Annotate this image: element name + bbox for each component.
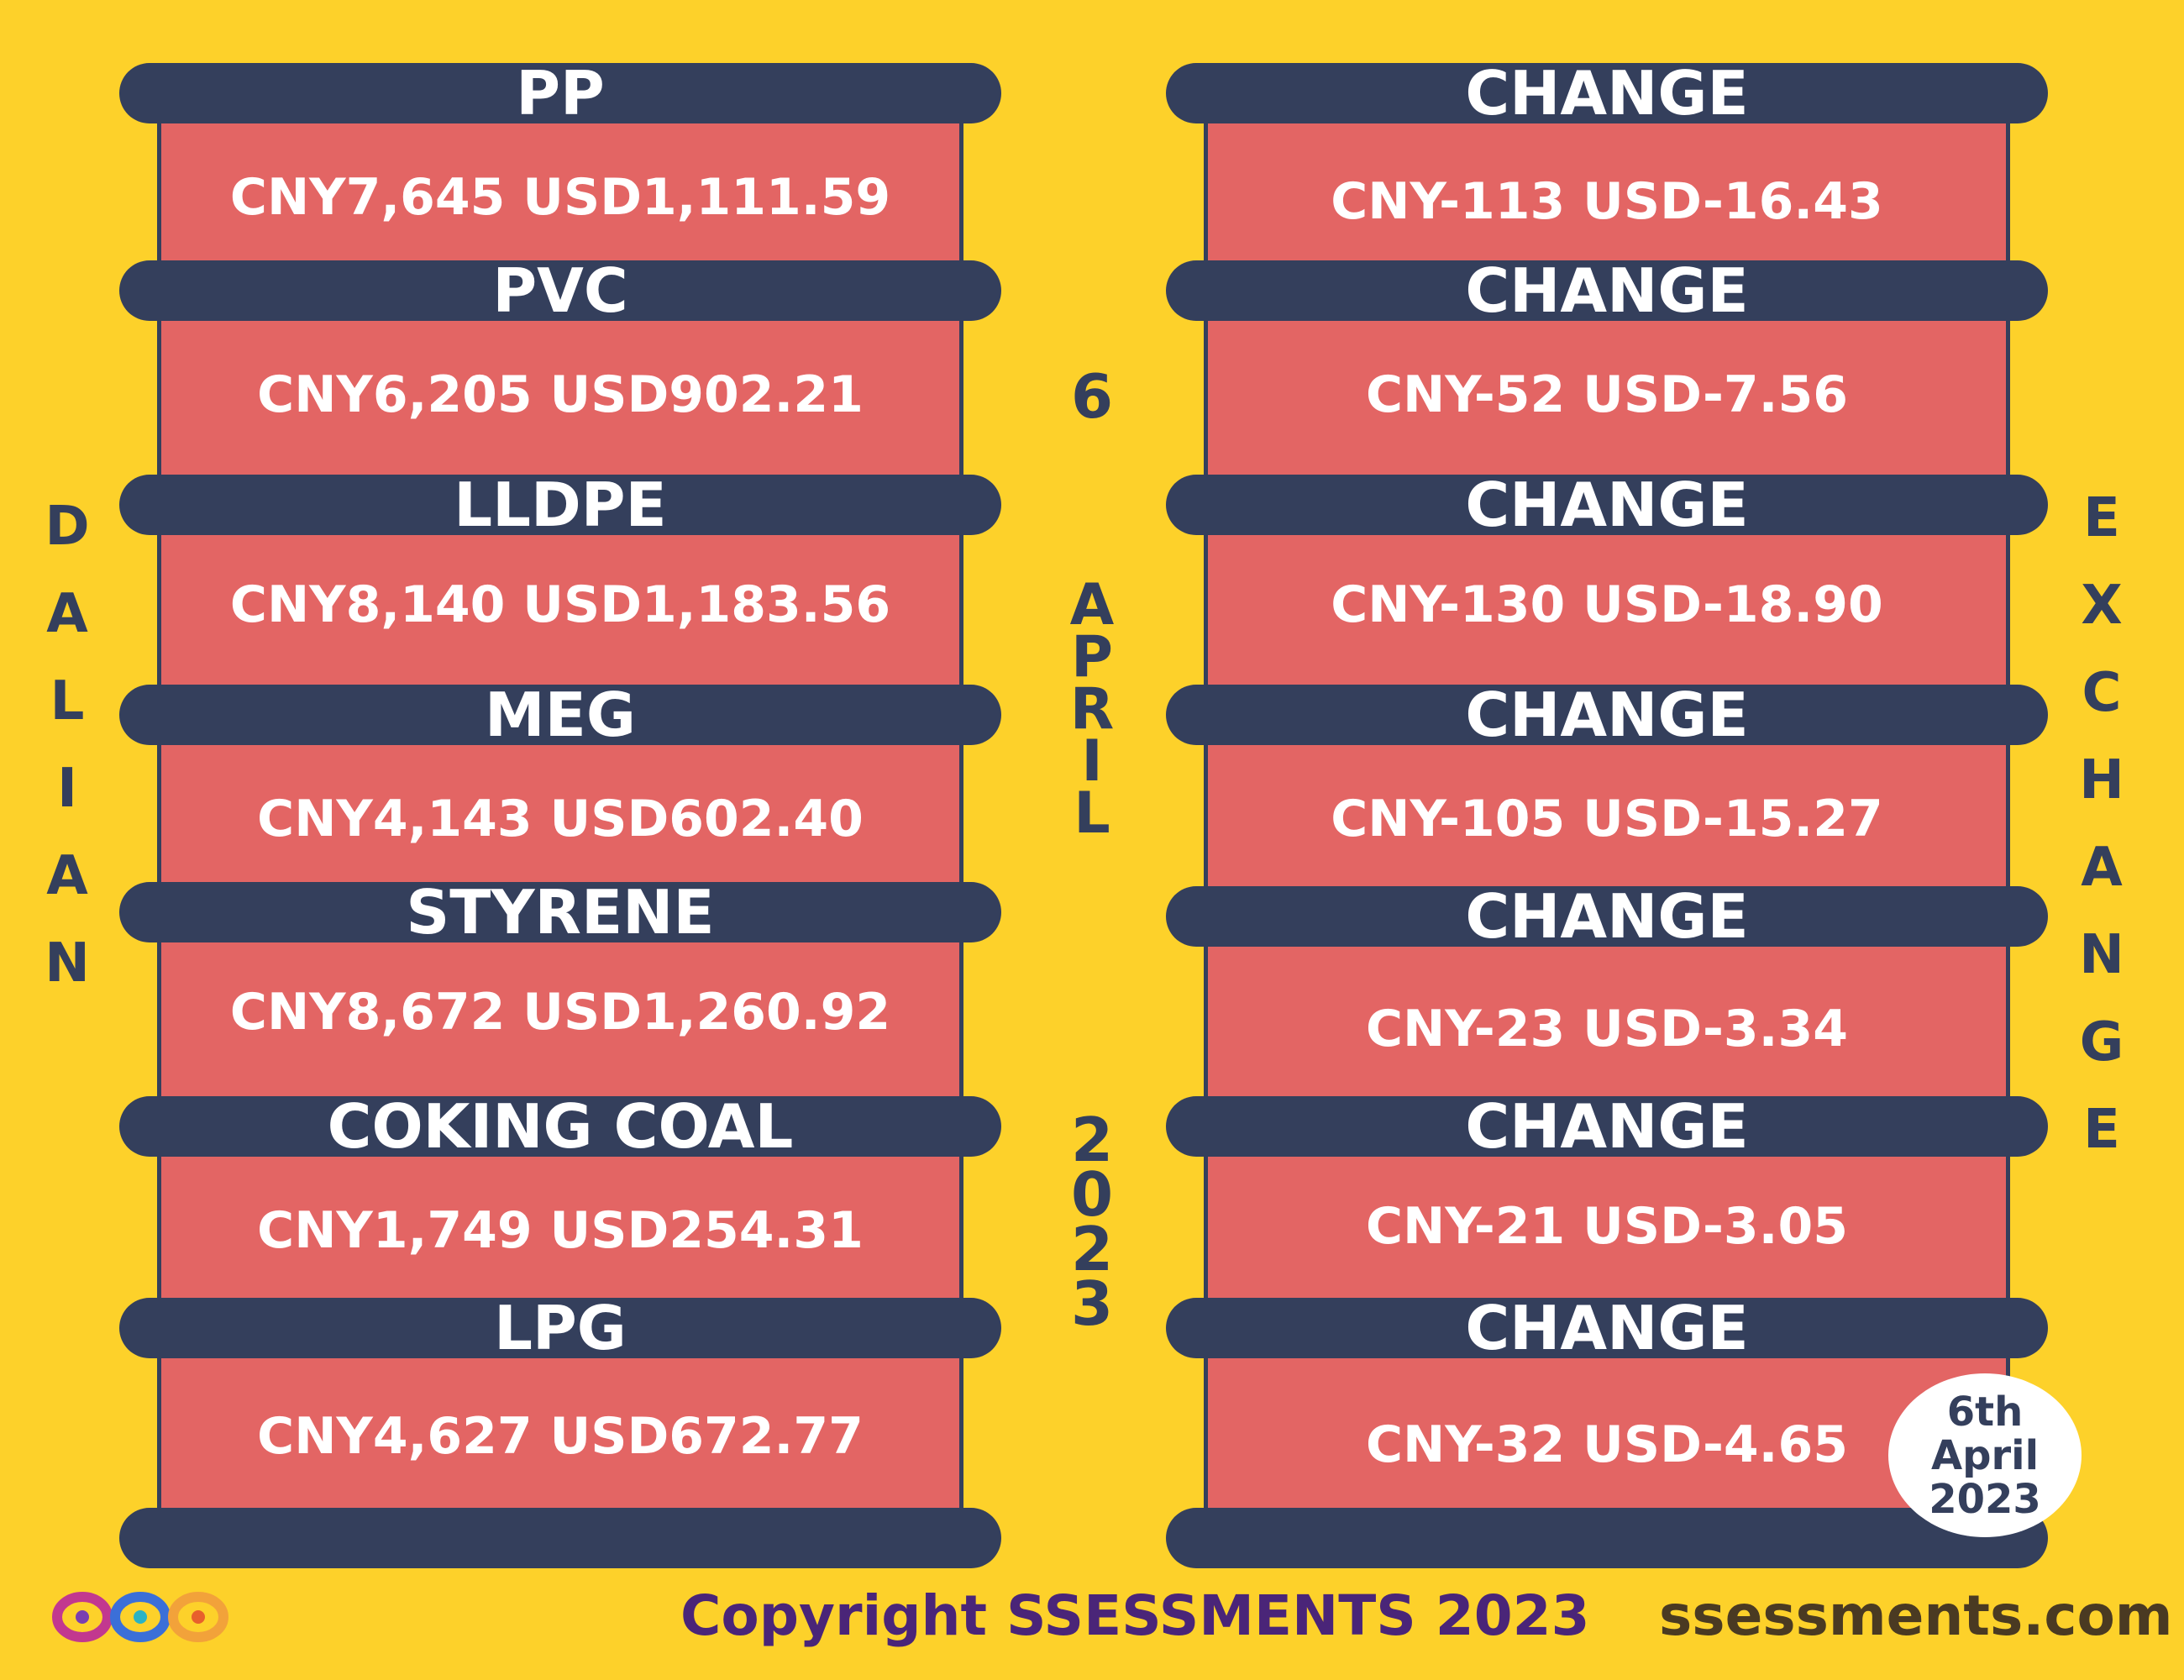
month-letter: A (1069, 572, 1115, 638)
exchange-letter: G (2079, 1011, 2124, 1074)
change-value: CNY-32 USD-4.65 (1366, 1415, 1848, 1474)
exchange-letter: H (2079, 749, 2124, 811)
year-digit: 2 (1070, 1214, 1114, 1284)
exchange-letter: N (2079, 924, 2124, 986)
date-day: 6 (1070, 361, 1114, 432)
exchange-letter: A (2081, 837, 2123, 899)
copyright-text: Copyright SSESSMENTS 2023 (680, 1583, 1590, 1648)
change-value: CNY-113 USD-16.43 (1331, 172, 1883, 231)
change-label-bar: CHANGE (1166, 1096, 2048, 1157)
dalian-vertical-label: D A L I A N (34, 483, 101, 1007)
dalian-letter: D (45, 496, 90, 558)
badge-year: 2023 (1929, 1475, 2041, 1523)
product-price: CNY8,672 USD1,260.92 (229, 983, 891, 1042)
date-month-vertical: A P R I L (1058, 572, 1126, 847)
change-value: CNY-21 USD-3.05 (1366, 1197, 1848, 1256)
product-name-bar: LPG (119, 1298, 1001, 1358)
exchange-letter: E (2083, 487, 2120, 549)
change-value: CNY-105 USD-15.27 (1331, 790, 1883, 848)
change-label-bar: CHANGE (1166, 886, 2048, 947)
product-price: CNY1,749 USD254.31 (257, 1201, 864, 1260)
month-letter: R (1069, 676, 1115, 743)
year-digit: 2 (1070, 1105, 1114, 1175)
exchange-letter: X (2081, 575, 2123, 637)
change-label-bar: CHANGE (1166, 63, 2048, 123)
dalian-letter: I (57, 758, 77, 820)
product-name-bar: COKING COAL (119, 1096, 1001, 1157)
month-letter: I (1081, 728, 1103, 795)
bottom-bar (119, 1508, 1001, 1568)
change-value: CNY-52 USD-7.56 (1366, 365, 1848, 424)
month-letter: P (1071, 624, 1113, 690)
exchange-letter: C (2082, 662, 2122, 724)
product-name-bar: PP (119, 63, 1001, 123)
product-price: CNY7,645 USD1,111.59 (229, 168, 891, 227)
dalian-letter: N (45, 932, 90, 995)
product-price: CNY4,627 USD672.77 (257, 1407, 864, 1466)
dalian-letter: L (50, 670, 85, 732)
website-link[interactable]: ssessments.com (1659, 1583, 2173, 1648)
product-price: CNY6,205 USD902.21 (257, 365, 864, 424)
month-letter: L (1074, 780, 1110, 847)
year-digit: 0 (1070, 1159, 1114, 1230)
change-label-bar: CHANGE (1166, 685, 2048, 745)
product-price: CNY8,140 USD1,183.56 (229, 575, 891, 634)
product-name-bar: MEG (119, 685, 1001, 745)
dalian-letter: A (46, 845, 88, 907)
date-badge: 6th April 2023 (1888, 1373, 2082, 1537)
product-price: CNY4,143 USD602.40 (257, 790, 864, 848)
products-column: PP CNY7,645 USD1,111.59 PVC CNY6,205 USD… (119, 63, 1001, 1568)
badge-day: 6th (1946, 1388, 2024, 1436)
product-name-bar: LLDPE (119, 475, 1001, 535)
change-label-bar: CHANGE (1166, 475, 2048, 535)
badge-month: April (1930, 1431, 2040, 1479)
date-year-vertical: 2 0 2 3 (1058, 1105, 1126, 1339)
product-name-bar: PVC (119, 260, 1001, 321)
change-label-bar: CHANGE (1166, 260, 2048, 321)
year-digit: 3 (1070, 1268, 1114, 1339)
change-value: CNY-23 USD-3.34 (1366, 1000, 1848, 1058)
exchange-letter: E (2083, 1099, 2120, 1161)
change-value: CNY-130 USD-18.90 (1331, 575, 1883, 634)
infinity-loops-logo-icon (52, 1592, 228, 1642)
exchange-vertical-label: E X C H A N G E (2068, 475, 2135, 1173)
bottom-bar (1166, 1508, 2048, 1568)
changes-column: CHANGE CNY-113 USD-16.43 CHANGE CNY-52 U… (1166, 63, 2048, 1568)
dalian-letter: A (46, 583, 88, 645)
change-label-bar: CHANGE (1166, 1298, 2048, 1358)
product-name-bar: STYRENE (119, 882, 1001, 942)
